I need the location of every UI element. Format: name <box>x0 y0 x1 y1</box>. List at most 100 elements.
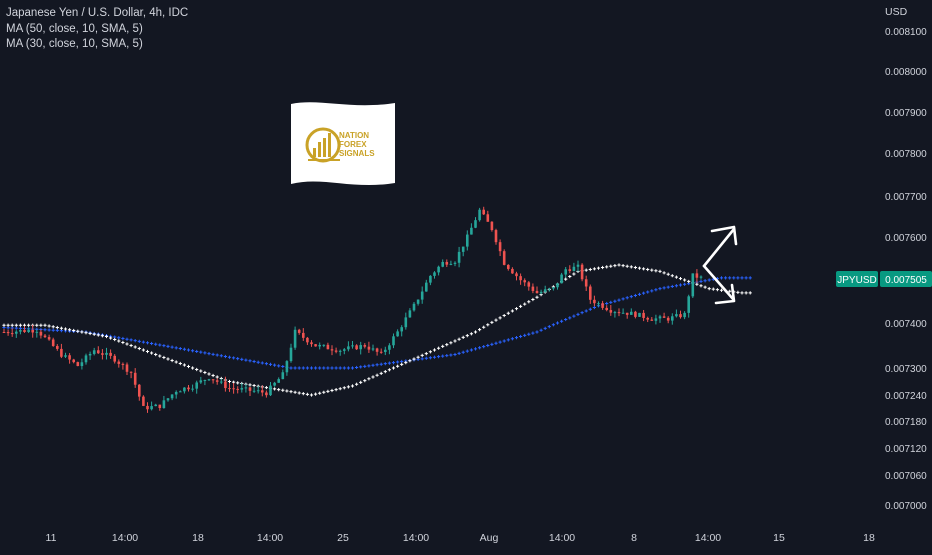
candle-body <box>215 380 219 382</box>
ma-30-marker <box>174 360 178 364</box>
ma-30-marker <box>166 357 170 361</box>
ma-50-marker <box>141 340 145 344</box>
ma-50-marker <box>523 333 527 337</box>
ma-30-marker <box>383 370 387 374</box>
ma-30-marker <box>601 265 605 270</box>
candle-body <box>240 388 244 390</box>
ma-30-marker <box>367 377 371 381</box>
ma-50-marker <box>244 358 248 362</box>
candle-body <box>375 348 379 352</box>
ma-50-marker <box>572 314 576 318</box>
ma-30-marker <box>666 272 670 276</box>
ma-50-marker <box>223 354 227 359</box>
ma-30-marker <box>502 313 506 318</box>
candle-body <box>35 331 39 333</box>
ma-30-marker <box>416 355 420 359</box>
candle-body <box>277 379 280 383</box>
candle-body <box>543 289 547 292</box>
ma-50-marker <box>133 339 137 343</box>
ma-30-marker <box>441 344 445 348</box>
ma-50-marker <box>297 366 301 370</box>
ma-50-marker <box>367 364 371 368</box>
ma-50-marker <box>560 319 564 323</box>
candle-body <box>10 333 14 335</box>
ma-50-marker <box>437 355 441 359</box>
ma-30-marker <box>498 316 502 320</box>
ma-50-marker <box>494 341 498 345</box>
ma-50-marker <box>207 352 211 356</box>
legend-symbol[interactable]: Japanese Yen / U.S. Dollar, 4h, IDC <box>6 7 189 19</box>
ma-50-marker <box>227 355 232 359</box>
ma-30-marker <box>289 390 293 394</box>
candle-body <box>199 380 203 383</box>
ma-50-marker <box>465 349 469 353</box>
price-tick-label: 0.008100 <box>885 27 927 38</box>
ma-30-marker <box>715 288 719 292</box>
ma-30-marker <box>650 268 654 272</box>
ma-30-marker <box>215 375 219 379</box>
ma-50-marker <box>121 336 125 341</box>
ma-30-marker <box>617 263 621 267</box>
ma-50-marker <box>379 362 383 366</box>
candle-body <box>306 337 309 343</box>
ma-50-marker <box>519 334 523 339</box>
ma-30-marker <box>662 271 666 275</box>
candle-body <box>310 342 313 345</box>
price-tick-label: 0.007060 <box>885 471 927 482</box>
candle-body <box>133 372 137 385</box>
candle-body <box>228 388 231 390</box>
candle-body <box>601 303 604 308</box>
ma-50-marker <box>174 346 178 350</box>
ma-30-marker <box>453 339 457 343</box>
candle-body <box>556 283 559 288</box>
ma-50-marker <box>449 353 453 357</box>
ma-50-marker <box>625 296 629 300</box>
price-axis[interactable]: USD JPYUSD 0.007505 0.008100 0.008000 0.00… <box>836 6 932 512</box>
ma-30-marker <box>494 318 498 322</box>
ma-30-marker <box>113 337 117 342</box>
ma-50-marker <box>420 357 424 361</box>
candle-body <box>314 344 317 347</box>
candle-body <box>15 331 18 334</box>
candle-body <box>461 246 465 252</box>
ma-30-marker <box>326 389 330 393</box>
legend-ma-50[interactable]: MA (50, close, 10, SMA, 5) <box>6 22 143 35</box>
ma-50-marker <box>576 312 580 316</box>
ma-50-marker <box>240 357 244 361</box>
legend-ma-30[interactable]: MA (30, close, 10, SMA, 5) <box>6 38 143 50</box>
ma-30-marker <box>584 268 588 272</box>
ma-50-marker <box>732 276 736 280</box>
logo-text-2: FOREX <box>339 140 367 149</box>
price-tick-label: 0.007700 <box>885 192 927 203</box>
candle-body <box>507 264 510 269</box>
candle-body <box>568 269 572 272</box>
ma-30-marker <box>379 371 383 375</box>
candle-body <box>261 390 264 393</box>
ma-30-marker <box>154 352 158 357</box>
ma-50-marker <box>707 278 711 282</box>
candle-body <box>88 353 92 356</box>
ma-30-marker <box>514 307 519 311</box>
ma-30-marker <box>121 340 125 345</box>
ma-30-marker <box>678 276 683 281</box>
candle-body <box>367 346 371 350</box>
ma-30-marker <box>625 264 629 268</box>
ma-30-marker <box>748 291 752 295</box>
drawn-arrows[interactable] <box>702 225 738 305</box>
ma-50-marker <box>469 348 473 352</box>
ma-50-marker <box>453 352 457 357</box>
ma-50-marker <box>432 355 437 359</box>
ma-30-marker <box>461 335 465 339</box>
price-tick-label: 0.007000 <box>885 501 927 512</box>
ma-30-marker <box>264 385 268 390</box>
ma-50-marker <box>531 331 535 335</box>
ma-50-marker <box>629 295 633 299</box>
ma-50-marker <box>346 366 350 370</box>
ma-50-marker <box>514 336 519 340</box>
candle-body <box>613 312 617 314</box>
time-axis[interactable]: 11 14:00 18 14:00 25 14:00 Aug 14:00 8 14:00 15 18 <box>46 532 875 544</box>
ma-30-marker <box>506 311 510 315</box>
ma-30-marker <box>412 357 416 361</box>
ma-30-marker <box>535 295 539 299</box>
